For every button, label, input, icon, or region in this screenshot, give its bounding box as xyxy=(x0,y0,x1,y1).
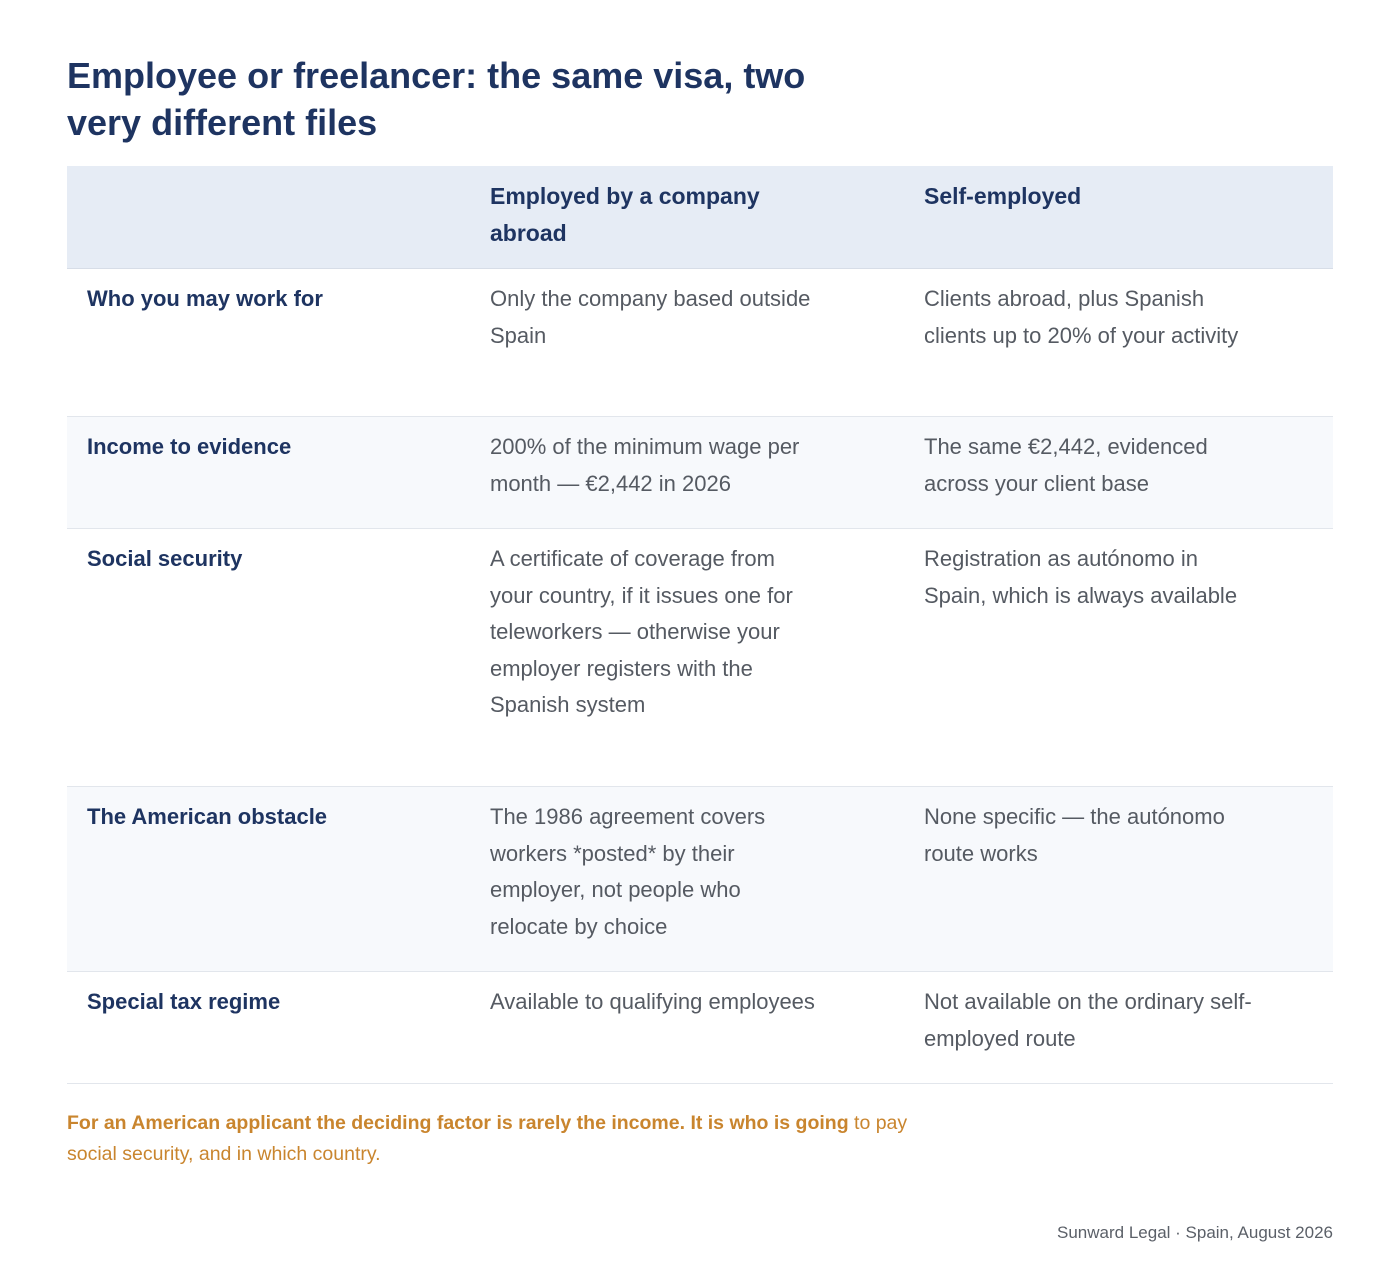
row-label: Income to evidence xyxy=(87,434,292,459)
table-row: Special tax regime Available to qualifyi… xyxy=(67,972,1333,1084)
self-employed-cell: Registration as autónomo in Spain, which… xyxy=(924,546,1238,608)
comparison-table: Employed by a company abroad Self-employ… xyxy=(67,166,1333,1084)
footer-source: Sunward Legal · Spain, August 2026 xyxy=(1057,1223,1333,1242)
self-employed-cell: None specific — the autónomo route works xyxy=(924,804,1225,866)
employed-cell: Only the company based outside Spain xyxy=(490,286,811,348)
row-label: The American obstacle xyxy=(87,804,328,829)
employed-cell: 200% of the minimum wage per month — €2,… xyxy=(490,434,800,496)
table-row: Social security A certificate of coverag… xyxy=(67,529,1333,787)
page-title: Employee or freelancer: the same visa, t… xyxy=(67,55,806,143)
employed-cell: A certificate of coverage from your coun… xyxy=(490,546,793,717)
self-employed-cell: Clients abroad, plus Spanish clients up … xyxy=(924,286,1239,348)
employed-cell: The 1986 agreement covers workers *poste… xyxy=(490,804,766,939)
header-self-employed: Self-employed xyxy=(924,183,1082,209)
row-label: Special tax regime xyxy=(87,989,281,1014)
table-row: Income to evidence 200% of the minimum w… xyxy=(67,417,1333,529)
self-employed-cell: Not available on the ordinary self-emplo… xyxy=(924,989,1252,1051)
conclusion-note: For an American applicant the deciding f… xyxy=(67,1108,927,1170)
table-header-row: Employed by a company abroad Self-employ… xyxy=(67,166,1333,269)
conclusion-rest: to pay social security, and in which cou… xyxy=(67,1112,908,1165)
conclusion-strong: For an American applicant the deciding f… xyxy=(67,1112,849,1134)
header-employed: Employed by a company abroad xyxy=(490,183,760,246)
self-employed-cell: The same €2,442, evidenced across your c… xyxy=(924,434,1208,496)
row-label: Social security xyxy=(87,546,243,571)
employed-cell: Available to qualifying employees xyxy=(490,989,815,1014)
table-row: The American obstacle The 1986 agreement… xyxy=(67,787,1333,972)
table-row: Who you may work for Only the company ba… xyxy=(67,269,1333,417)
row-label: Who you may work for xyxy=(87,286,323,311)
